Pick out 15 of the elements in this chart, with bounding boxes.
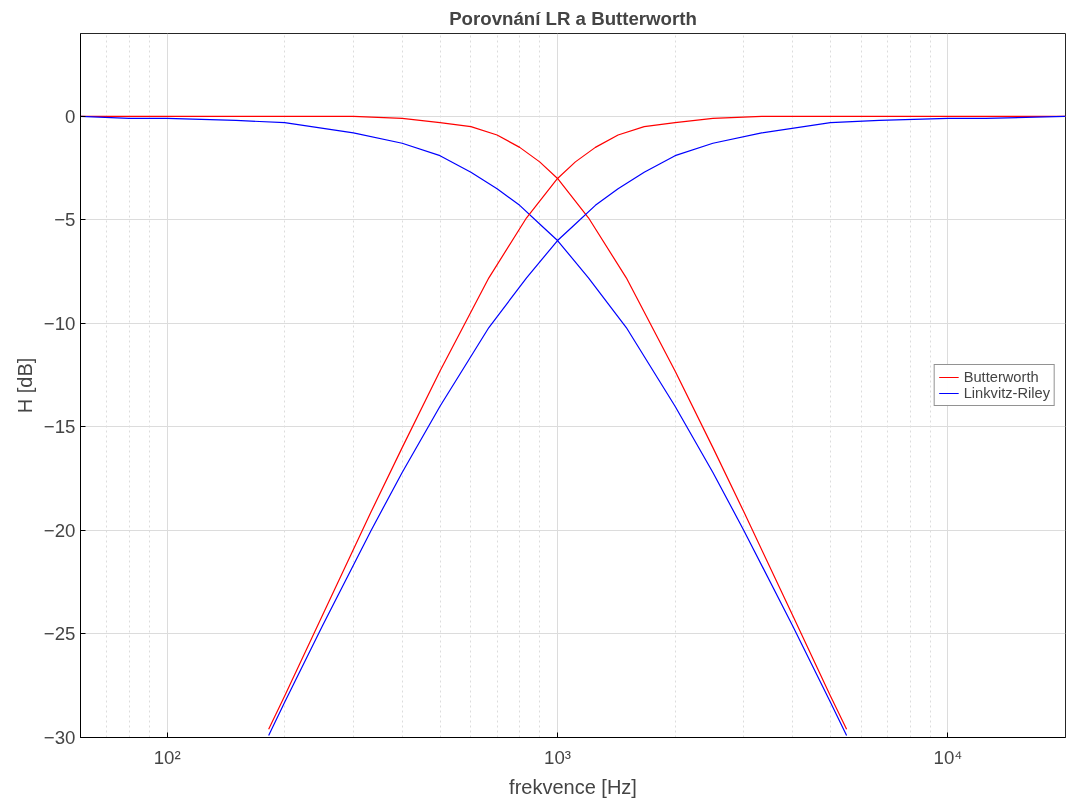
chart-title: Porovnání LR a Butterworth: [449, 7, 697, 29]
y-tick-label: −15: [43, 416, 76, 438]
y-axis-title: H [dB]: [13, 357, 36, 414]
y-tick-label: −25: [43, 623, 76, 645]
y-tick-label: −20: [43, 519, 76, 541]
legend-label: Butterworth: [963, 369, 1039, 385]
legend-label: Linkvitz-Riley: [963, 385, 1050, 401]
x-tick-label: 10⁴: [933, 746, 963, 768]
y-tick-label: −30: [43, 727, 76, 748]
y-tick-label: −10: [43, 312, 76, 334]
y-tick-label: −5: [54, 209, 76, 231]
x-tick-label: 10³: [544, 746, 572, 768]
x-tick-label: 10²: [153, 746, 181, 768]
y-tick-label: 0: [65, 105, 76, 127]
x-axis-title: frekvence [Hz]: [509, 775, 637, 798]
